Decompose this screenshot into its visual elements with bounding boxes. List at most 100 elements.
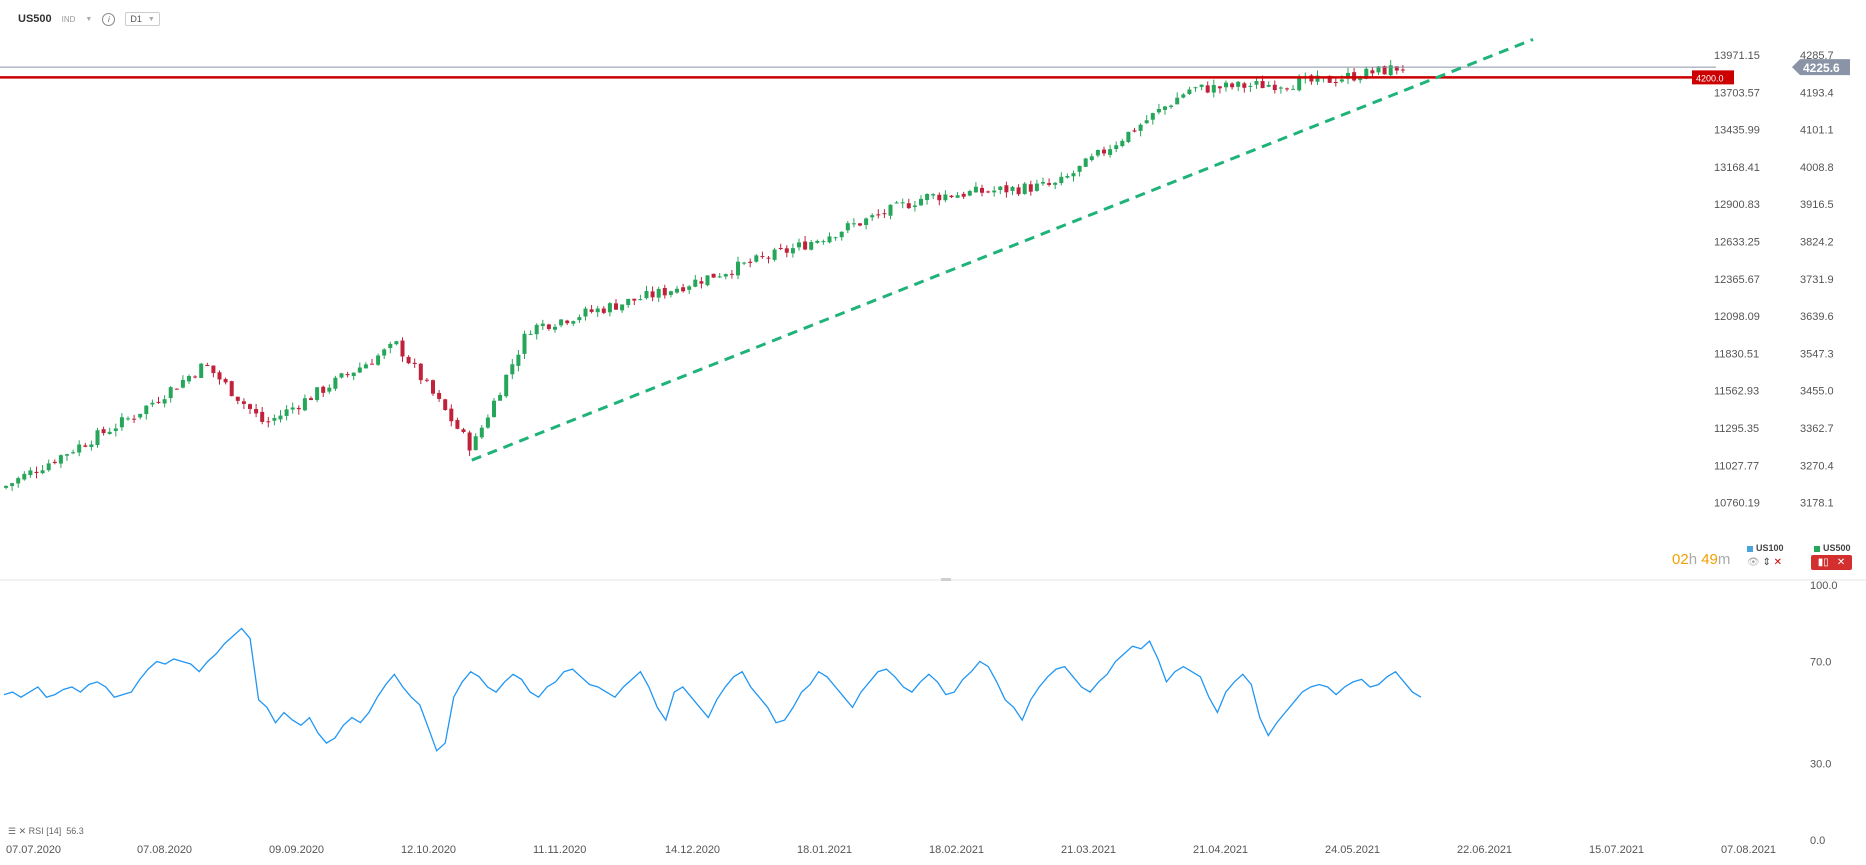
legend-us500-controls[interactable]: ▮▯ ✕ [1811, 555, 1852, 570]
candle-body [467, 432, 472, 451]
candle-body [1199, 84, 1204, 87]
chevron-down-icon[interactable]: ▼ [85, 15, 93, 23]
candle-body [943, 194, 948, 201]
candle-body [955, 195, 960, 198]
timeframe-select[interactable]: D1 ▼ [125, 12, 160, 26]
candle-body [729, 273, 734, 275]
settings-icon[interactable]: ☰ [8, 826, 17, 836]
price-tick-label-alt: 12633.25 [1714, 237, 1760, 249]
price-tick-label: 3547.3 [1800, 348, 1834, 360]
candle-body [827, 236, 832, 243]
candle-body [992, 190, 997, 193]
close-icon[interactable]: ✕ [18, 826, 27, 836]
candle-body [553, 326, 557, 330]
close-icon[interactable]: ✕ [1773, 557, 1783, 568]
candle-body [845, 223, 850, 231]
price-tick-label-alt: 10760.19 [1714, 498, 1760, 510]
candle-body [16, 478, 21, 484]
date-tick-label: 22.06.2021 [1457, 844, 1512, 856]
candle-body [1089, 156, 1094, 161]
candle-body [1272, 84, 1277, 91]
candle-body [388, 343, 393, 349]
candle-body [498, 394, 503, 401]
candle-body [1388, 65, 1393, 76]
candle-body [937, 194, 942, 201]
candle-body [52, 461, 57, 464]
candle-body [1132, 130, 1137, 132]
rsi-label: ☰ ✕ RSI [14] 56.3 [8, 826, 84, 836]
price-tick-label-alt: 12900.83 [1714, 199, 1760, 211]
candle-body [321, 386, 326, 393]
candles-icon[interactable]: ▮▯ [1817, 557, 1829, 568]
date-tick-label: 12.10.2020 [401, 844, 456, 856]
candle-body [528, 333, 533, 335]
price-tick-label: 4101.1 [1800, 125, 1834, 137]
candle-body [1315, 75, 1320, 82]
candle-body [638, 299, 643, 301]
candle-body [156, 401, 161, 403]
candle-body [272, 418, 277, 421]
instrument-type: IND [61, 14, 76, 24]
candle-body [1102, 149, 1106, 154]
rsi-level-label: 0.0 [1810, 835, 1825, 847]
candle-body [1394, 66, 1399, 71]
candle-body [424, 379, 429, 381]
candle-body [1016, 187, 1021, 195]
candle-body [370, 363, 374, 365]
candle-body [1059, 176, 1064, 184]
candle-body [443, 399, 448, 410]
candle-body [650, 291, 655, 298]
candle-body [1120, 140, 1125, 147]
date-tick-label: 15.07.2021 [1589, 844, 1644, 856]
candle-body [376, 355, 381, 365]
candle-body [394, 341, 399, 345]
date-tick-label: 07.08.2021 [1721, 844, 1776, 856]
candle-body [925, 194, 930, 200]
reorder-icon[interactable]: ⇕ [1762, 557, 1771, 568]
price-tick-label: 3916.5 [1800, 199, 1834, 211]
eye-icon[interactable]: 👁 [1747, 557, 1760, 568]
close-icon[interactable]: ✕ [1836, 557, 1846, 568]
price-tick-label-alt: 13435.99 [1714, 125, 1760, 137]
candle-body [284, 409, 289, 416]
trendline-dashed [471, 38, 1534, 462]
candle-body [1260, 81, 1265, 89]
candle-body [58, 455, 63, 464]
candle-body [1065, 176, 1070, 178]
candle-body [980, 187, 984, 193]
candle-body [1095, 149, 1100, 156]
candle-body [107, 431, 112, 434]
candle-body [626, 298, 631, 306]
legend-us100-controls[interactable]: 👁 ⇕ ✕ [1747, 557, 1782, 568]
candle-body [351, 372, 356, 377]
candle-body [693, 279, 698, 287]
info-icon[interactable]: i [102, 12, 116, 26]
candle-body [1175, 97, 1180, 105]
candle-body [162, 399, 167, 404]
candle-countdown: 02h 49m [1672, 551, 1731, 568]
price-tick-label: 3178.1 [1800, 498, 1834, 510]
candle-body [790, 248, 795, 254]
candle-body [1053, 182, 1058, 185]
candle-body [1242, 83, 1247, 88]
legend-us100[interactable]: US100 [1747, 543, 1784, 553]
candle-body [217, 372, 222, 380]
candle-body [595, 308, 600, 313]
candle-body [815, 240, 820, 243]
candle-body [571, 321, 576, 324]
legend-us500[interactable]: US500 [1814, 543, 1851, 553]
price-tick-label-alt: 11562.93 [1714, 386, 1759, 398]
candle-body [1346, 72, 1350, 79]
symbol-label[interactable]: US500 [18, 13, 52, 25]
candle-body [28, 470, 33, 476]
timeframe-value: D1 [130, 14, 142, 24]
candle-body [412, 362, 417, 365]
candle-body [492, 400, 496, 418]
candle-body [882, 213, 887, 215]
rsi-level-label: 30.0 [1810, 759, 1831, 771]
candle-body [193, 376, 198, 378]
candle-body [1047, 183, 1052, 185]
candle-body [772, 249, 777, 260]
candle-body [504, 374, 509, 397]
candle-body [229, 381, 234, 397]
